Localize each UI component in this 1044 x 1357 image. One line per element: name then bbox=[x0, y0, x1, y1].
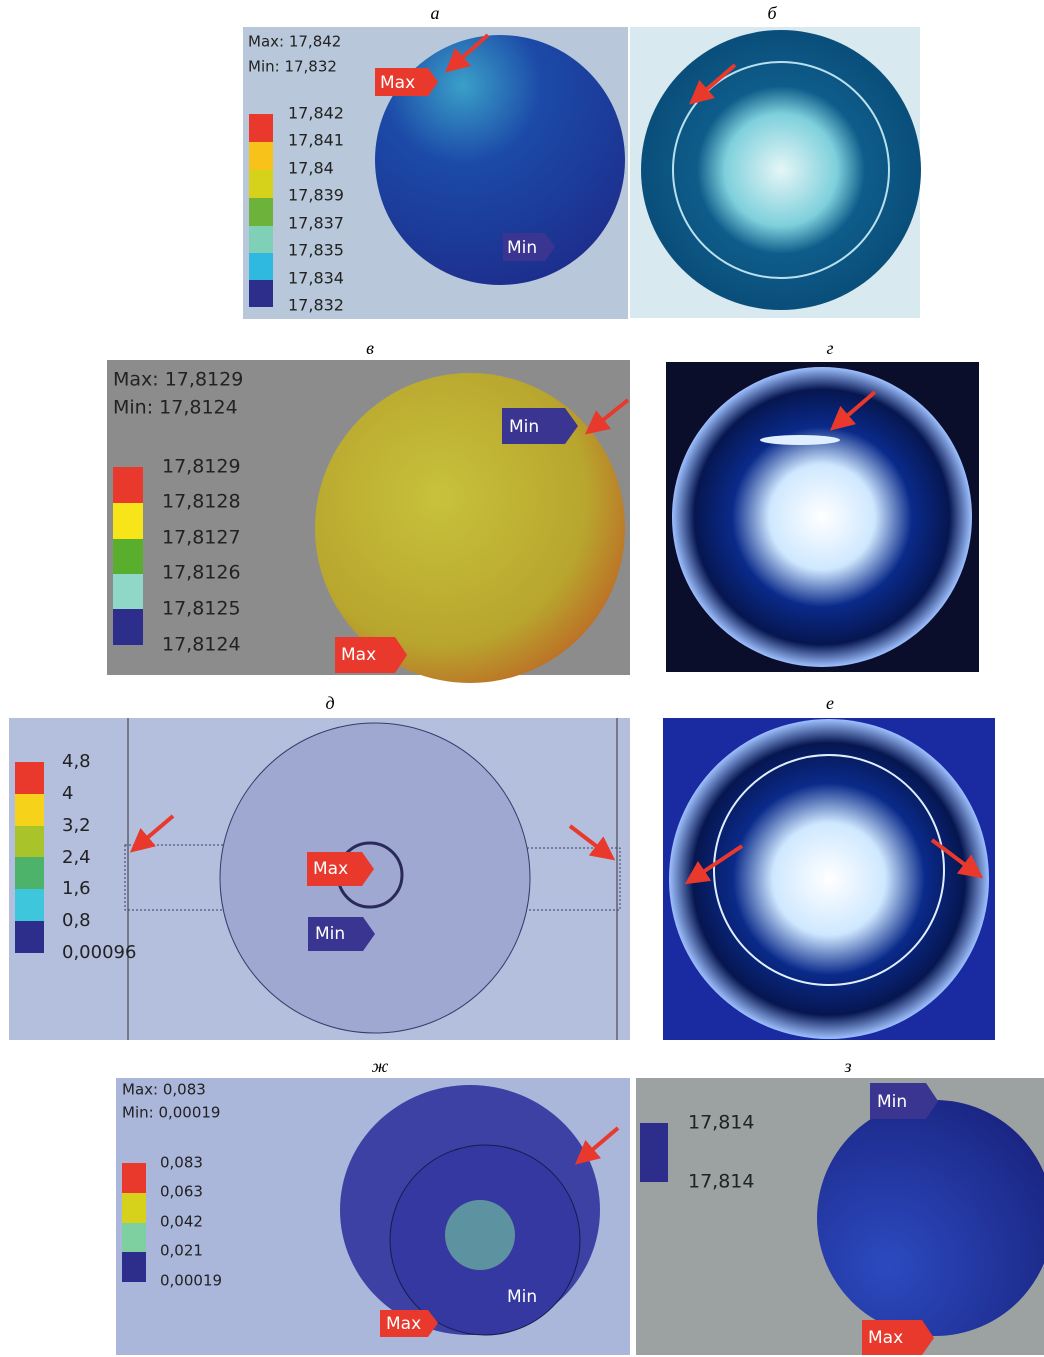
legend-label: 4,8 bbox=[62, 751, 91, 772]
mesh-sphere bbox=[220, 723, 530, 1033]
legend-swatches bbox=[113, 467, 143, 645]
swatch bbox=[249, 253, 273, 280]
legend-label: 17,839 bbox=[288, 186, 344, 205]
legend-label: 0,063 bbox=[160, 1183, 203, 1201]
panel-label: е bbox=[826, 693, 834, 713]
legend-label: 17,8126 bbox=[162, 562, 241, 584]
swatch bbox=[249, 170, 273, 198]
photo-sphere bbox=[672, 367, 972, 667]
swatch bbox=[15, 921, 44, 953]
swatch bbox=[113, 574, 143, 609]
legend-label: 17,814 bbox=[688, 1112, 754, 1134]
marker-label: Min bbox=[509, 417, 539, 437]
min-text: Min: 0,00019 bbox=[122, 1104, 220, 1122]
photo-sphere bbox=[669, 719, 989, 1039]
marker-label: Max bbox=[313, 859, 348, 879]
photo-sphere bbox=[641, 30, 921, 310]
legend-label: 1,6 bbox=[62, 878, 91, 899]
swatch bbox=[15, 794, 44, 826]
swatch bbox=[15, 889, 44, 921]
legend-label: 17,835 bbox=[288, 241, 344, 260]
legend-label: 0,042 bbox=[160, 1213, 203, 1231]
legend-label: 3,2 bbox=[62, 815, 91, 836]
legend-label: 2,4 bbox=[62, 847, 91, 868]
legend-label: 0,021 bbox=[160, 1242, 203, 1260]
swatch bbox=[249, 226, 273, 253]
marker-label: Max bbox=[868, 1328, 903, 1348]
swatch bbox=[122, 1193, 146, 1223]
legend-swatches bbox=[15, 762, 44, 953]
panel-label: а bbox=[431, 3, 440, 23]
legend-label: 0,00019 bbox=[160, 1272, 222, 1290]
marker-label: Max bbox=[380, 73, 415, 93]
legend-label: 17,8128 bbox=[162, 491, 241, 513]
panel-label: ж bbox=[372, 1056, 389, 1076]
min-text: Min: 17,832 bbox=[248, 58, 337, 76]
panel-label: б bbox=[767, 3, 777, 23]
legend-label: 4 bbox=[62, 783, 73, 804]
panel-label: в bbox=[366, 338, 374, 358]
legend-label: 17,8125 bbox=[162, 598, 241, 620]
marker-label: Max bbox=[386, 1314, 421, 1334]
body: а Max: 17,842 Min: 17,832 17,842 17,841 … bbox=[0, 0, 1044, 1357]
swatch bbox=[15, 762, 44, 794]
legend-label: 17,832 bbox=[288, 296, 344, 315]
legend-label: 17,814 bbox=[688, 1171, 754, 1193]
swatch bbox=[15, 826, 44, 857]
swatch bbox=[249, 114, 273, 142]
legend-label: 17,841 bbox=[288, 131, 344, 150]
max-text: Max: 17,8129 bbox=[113, 369, 243, 391]
swatch bbox=[113, 467, 143, 503]
marker-label: Min bbox=[507, 238, 537, 258]
legend-label: 17,837 bbox=[288, 214, 344, 233]
swatch bbox=[113, 609, 143, 645]
legend-label: 0,083 bbox=[160, 1154, 203, 1172]
sphere bbox=[817, 1100, 1044, 1336]
legend-label: 17,834 bbox=[288, 269, 344, 288]
panel-label: з bbox=[843, 1056, 851, 1076]
legend-label: 17,84 bbox=[288, 159, 334, 178]
swatch bbox=[113, 539, 143, 574]
min-text: Min: 17,8124 bbox=[113, 397, 238, 419]
vector-core bbox=[445, 1200, 515, 1270]
marker-label: Min bbox=[315, 924, 345, 944]
legend-label: 0,00096 bbox=[62, 942, 136, 963]
swatch bbox=[122, 1223, 146, 1252]
legend-label: 0,8 bbox=[62, 910, 91, 931]
figure: а Max: 17,842 Min: 17,832 17,842 17,841 … bbox=[0, 0, 1044, 1357]
panel-label: г bbox=[826, 338, 833, 358]
swatch bbox=[113, 503, 143, 539]
swatch bbox=[640, 1123, 668, 1182]
marker-label: Min bbox=[507, 1287, 537, 1307]
swatch bbox=[249, 142, 273, 170]
sphere bbox=[315, 373, 625, 683]
panel-label: д bbox=[325, 693, 334, 713]
swatch bbox=[122, 1163, 146, 1193]
legend-label: 17,8124 bbox=[162, 634, 241, 656]
swatch bbox=[122, 1252, 146, 1282]
legend-swatches bbox=[249, 114, 273, 307]
legend-label: 17,8129 bbox=[162, 456, 241, 478]
legend-label: 17,842 bbox=[288, 104, 344, 123]
max-text: Max: 0,083 bbox=[122, 1081, 206, 1099]
swatch bbox=[249, 198, 273, 226]
legend-label: 17,8127 bbox=[162, 527, 241, 549]
legend-swatches bbox=[122, 1163, 146, 1282]
marker-label: Min bbox=[877, 1092, 907, 1112]
marker-label: Max bbox=[341, 645, 376, 665]
highlight bbox=[760, 435, 840, 445]
swatch bbox=[249, 280, 273, 307]
max-text: Max: 17,842 bbox=[248, 33, 341, 51]
swatch bbox=[15, 857, 44, 889]
page: Figure {"panels": [ {"label": "а", "max_… bbox=[0, 0, 1044, 1357]
